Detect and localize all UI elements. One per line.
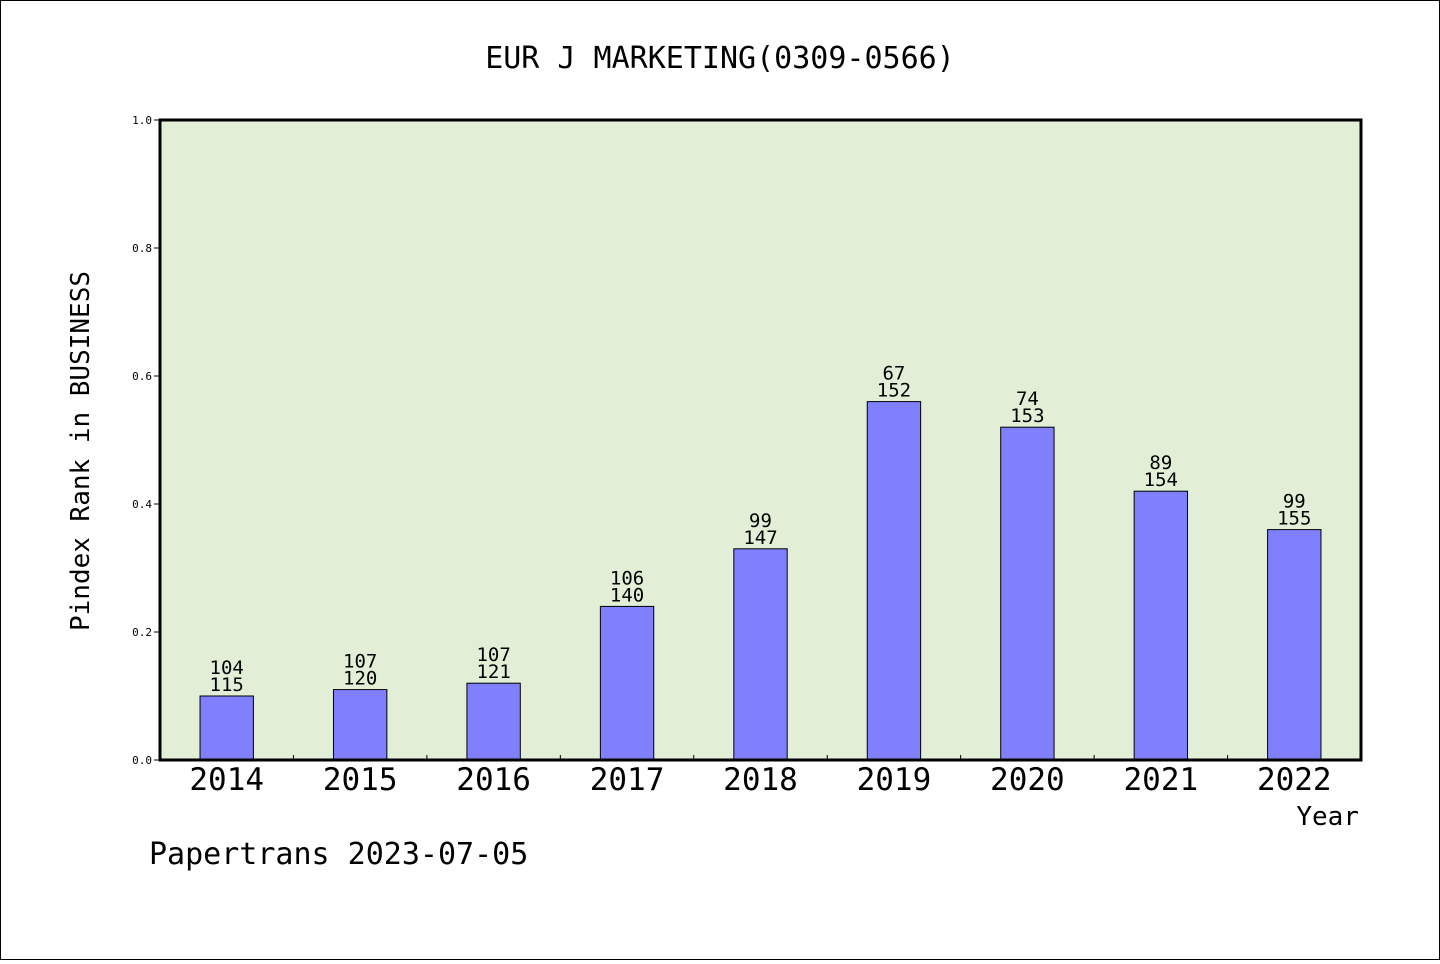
x-tick-label-2017: 2017 <box>590 762 665 798</box>
bar-label-bottom-2022: 155 <box>1277 508 1311 530</box>
bar-label-top-2017: 106 <box>610 567 644 589</box>
plot-border <box>158 118 1363 762</box>
y-tick-label-0.4: 0.4 <box>132 498 152 511</box>
bar-2022 <box>1267 529 1322 761</box>
bar-2018 <box>733 548 788 761</box>
x-axis-label: Year <box>1296 802 1359 832</box>
bar-label-top-2015: 107 <box>343 651 377 673</box>
y-tick-label-0.0: 0.0 <box>132 754 152 767</box>
x-tick-label-2019: 2019 <box>857 762 932 798</box>
x-tick-label-2016: 2016 <box>456 762 531 798</box>
y-tick-label-0.6: 0.6 <box>132 370 152 383</box>
bar-label-bottom-2016: 121 <box>476 661 510 683</box>
bar-2021 <box>1133 490 1189 761</box>
bar-label-bottom-2020: 153 <box>1010 405 1044 427</box>
bar-label-top-2022: 99 <box>1283 491 1306 513</box>
y-axis-label: Pindex Rank in BUSINESS <box>66 271 96 631</box>
bar-2016 <box>466 682 521 761</box>
bar-label-bottom-2021: 154 <box>1144 469 1178 491</box>
bar-label-top-2018: 99 <box>749 510 772 532</box>
x-tick-label-2021: 2021 <box>1124 762 1199 798</box>
bar-label-bottom-2015: 120 <box>343 668 377 690</box>
bar-2017 <box>599 605 655 761</box>
y-tick-label-0.8: 0.8 <box>132 242 152 255</box>
bar-label-bottom-2014: 115 <box>210 674 244 696</box>
bar-label-top-2020: 74 <box>1016 388 1039 410</box>
y-axis: 0.0 0.2 0.4 0.6 0.8 1.0 <box>132 114 160 767</box>
x-tick-label-2020: 2020 <box>990 762 1065 798</box>
y-tick-label-0.2: 0.2 <box>132 626 152 639</box>
bar-2019 <box>866 401 922 761</box>
chart-title: EUR J MARKETING(0309-0566) <box>485 41 955 76</box>
bar-label-top-2016: 107 <box>476 644 510 666</box>
y-tick-label-1.0: 1.0 <box>132 114 152 127</box>
bar-2014 <box>199 695 254 761</box>
bar-label-bottom-2019: 152 <box>877 380 911 402</box>
x-tick-label-2015: 2015 <box>323 762 398 798</box>
bar-label-top-2014: 104 <box>210 657 244 679</box>
x-tick-label-2018: 2018 <box>723 762 798 798</box>
x-tick-label-2014: 2014 <box>189 762 264 798</box>
x-axis: 2014 2015 2016 2017 2018 2019 2020 2021 2022 <box>189 755 1332 798</box>
bars-group <box>199 401 1322 761</box>
bar-label-top-2021: 89 <box>1149 452 1172 474</box>
bar-2020 <box>1000 426 1055 761</box>
bar-label-bottom-2017: 140 <box>610 584 644 606</box>
bar-2015 <box>332 689 388 761</box>
bar-label-top-2019: 67 <box>882 363 905 385</box>
x-tick-label-2022: 2022 <box>1257 762 1332 798</box>
footer-text: Papertrans 2023-07-05 <box>149 837 528 872</box>
bar-label-bottom-2018: 147 <box>743 527 777 549</box>
